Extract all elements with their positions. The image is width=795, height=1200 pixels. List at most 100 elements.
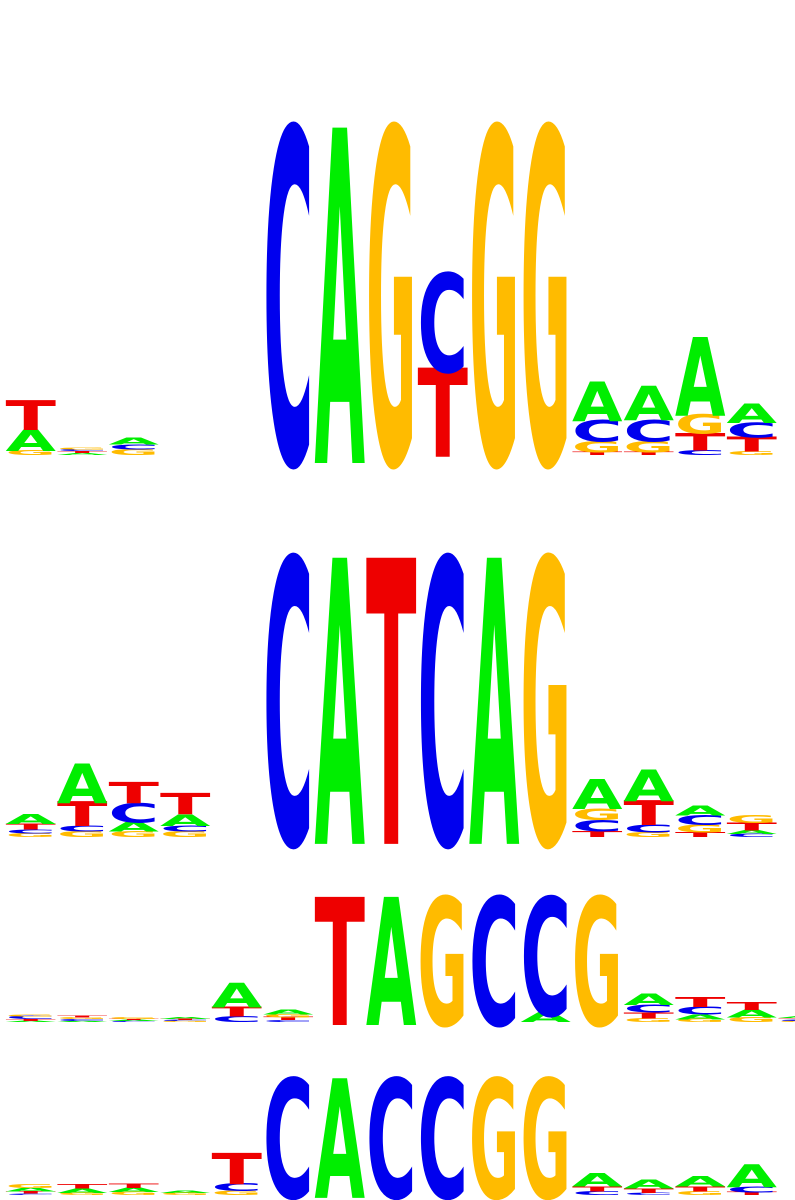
- letter-G-glyph: G: [572, 805, 622, 824]
- letter-C-glyph: C: [624, 1192, 674, 1196]
- letter-C-glyph: C: [109, 1021, 160, 1023]
- letter-T-glyph: T: [727, 821, 778, 833]
- letter-C-glyph: C: [521, 866, 572, 1055]
- letter-G-glyph: G: [212, 1189, 262, 1196]
- letter-T-glyph: T: [727, 1000, 778, 1012]
- letter-T-glyph: T: [418, 344, 469, 487]
- letter-C-glyph: C: [675, 812, 725, 828]
- letter-A-glyph: A: [160, 811, 211, 830]
- letter-A-glyph: A: [624, 990, 675, 1009]
- letter-A-glyph: A: [572, 1170, 622, 1191]
- letter-T-glyph: T: [212, 1145, 262, 1195]
- letter-G-glyph: G: [675, 1190, 725, 1196]
- letter-T-glyph: T: [727, 1191, 778, 1196]
- letter-A-glyph: A: [624, 1177, 675, 1191]
- letter-A-glyph: A: [212, 977, 262, 1016]
- letter-C-glyph: C: [778, 1020, 795, 1022]
- letter-T-glyph: T: [572, 451, 623, 456]
- letter-G-glyph: G: [6, 1183, 56, 1189]
- letter-C-glyph: C: [212, 1181, 263, 1193]
- letter-G-glyph: G: [624, 831, 674, 839]
- letter-G-glyph: G: [675, 409, 726, 440]
- letter-C-glyph: C: [727, 418, 778, 442]
- letter-A-glyph: A: [160, 1017, 211, 1020]
- letter-T-glyph: T: [263, 1016, 314, 1021]
- letter-T-glyph: T: [624, 1011, 675, 1020]
- letter-T-glyph: T: [675, 1185, 726, 1193]
- letter-G-glyph: G: [778, 1021, 795, 1023]
- letter-T-glyph: T: [109, 1182, 160, 1189]
- letter-T-glyph: T: [6, 1191, 57, 1195]
- letter-A-glyph: A: [727, 398, 778, 429]
- letter-G-glyph: G: [727, 1016, 777, 1024]
- letter-C-glyph: C: [109, 797, 159, 829]
- letter-A-glyph: A: [57, 1021, 108, 1023]
- letter-G-glyph: G: [521, 481, 571, 938]
- letter-C-glyph: C: [263, 1020, 313, 1023]
- letter-G-glyph: G: [6, 832, 56, 838]
- letter-T-glyph: T: [624, 794, 675, 833]
- letter-G-glyph: G: [521, 37, 571, 572]
- letter-G-glyph: G: [160, 830, 210, 839]
- letter-T-glyph: T: [212, 1004, 262, 1020]
- letter-T-glyph: T: [624, 1187, 675, 1194]
- letter-C-glyph: C: [6, 1016, 56, 1021]
- letter-T-glyph: T: [109, 776, 160, 810]
- letter-T-glyph: T: [57, 795, 108, 834]
- letter-A-glyph: A: [57, 453, 108, 456]
- letter-C-glyph: C: [263, 36, 313, 572]
- letter-T-glyph: T: [675, 831, 726, 839]
- letter-C-glyph: C: [6, 828, 56, 834]
- letter-G-glyph: G: [469, 1047, 519, 1200]
- letter-G-glyph: G: [418, 864, 468, 1068]
- letter-C-glyph: C: [727, 833, 777, 838]
- letter-C-glyph: C: [624, 414, 674, 449]
- letter-C-glyph: C: [263, 1045, 313, 1200]
- letter-C-glyph: C: [57, 824, 107, 833]
- letter-C-glyph: C: [160, 1020, 211, 1022]
- letter-C-glyph: C: [212, 1015, 262, 1024]
- letter-A-glyph: A: [675, 1174, 726, 1191]
- letter-G-glyph: G: [624, 1017, 674, 1023]
- letter-T-glyph: T: [57, 1015, 108, 1018]
- letter-T-glyph: T: [778, 1018, 795, 1021]
- letter-T-glyph: T: [675, 995, 725, 1011]
- letter-T-glyph: T: [572, 830, 623, 839]
- letter-A-glyph: A: [6, 1021, 57, 1023]
- letter-T-glyph: T: [366, 480, 417, 937]
- letter-A-glyph: A: [315, 37, 366, 572]
- letter-C-glyph: C: [572, 414, 622, 449]
- letter-T-glyph: T: [109, 1019, 160, 1021]
- letter-G-glyph: G: [6, 1014, 56, 1017]
- letter-A-glyph: A: [469, 481, 520, 937]
- letter-G-glyph: G: [160, 1192, 210, 1196]
- letter-T-glyph: T: [6, 1019, 57, 1022]
- letter-A-glyph: A: [675, 317, 725, 443]
- letter-G-glyph: G: [624, 437, 674, 456]
- letter-T-glyph: T: [727, 433, 778, 457]
- letter-A-glyph: A: [109, 819, 160, 835]
- letter-A-glyph: A: [315, 481, 366, 937]
- letter-G-glyph: G: [57, 1192, 107, 1196]
- letter-G-glyph: G: [57, 1017, 107, 1020]
- letter-A-glyph: A: [624, 763, 675, 813]
- letter-A-glyph: A: [727, 1008, 777, 1021]
- letter-G-glyph: G: [57, 830, 107, 839]
- letter-G-glyph: G: [109, 1191, 159, 1196]
- letter-A-glyph: A: [727, 1159, 778, 1195]
- letter-C-glyph: C: [57, 449, 107, 452]
- letter-A-glyph: A: [6, 812, 57, 828]
- letter-C-glyph: C: [366, 1045, 416, 1200]
- letter-C-glyph: C: [109, 443, 159, 451]
- letter-T-glyph: T: [160, 788, 211, 822]
- letter-G-glyph: G: [109, 830, 159, 839]
- letter-A-glyph: A: [263, 1008, 314, 1016]
- letter-C-glyph: C: [57, 1019, 107, 1022]
- letter-A-glyph: A: [778, 1016, 795, 1019]
- letter-A-glyph: A: [6, 1187, 57, 1193]
